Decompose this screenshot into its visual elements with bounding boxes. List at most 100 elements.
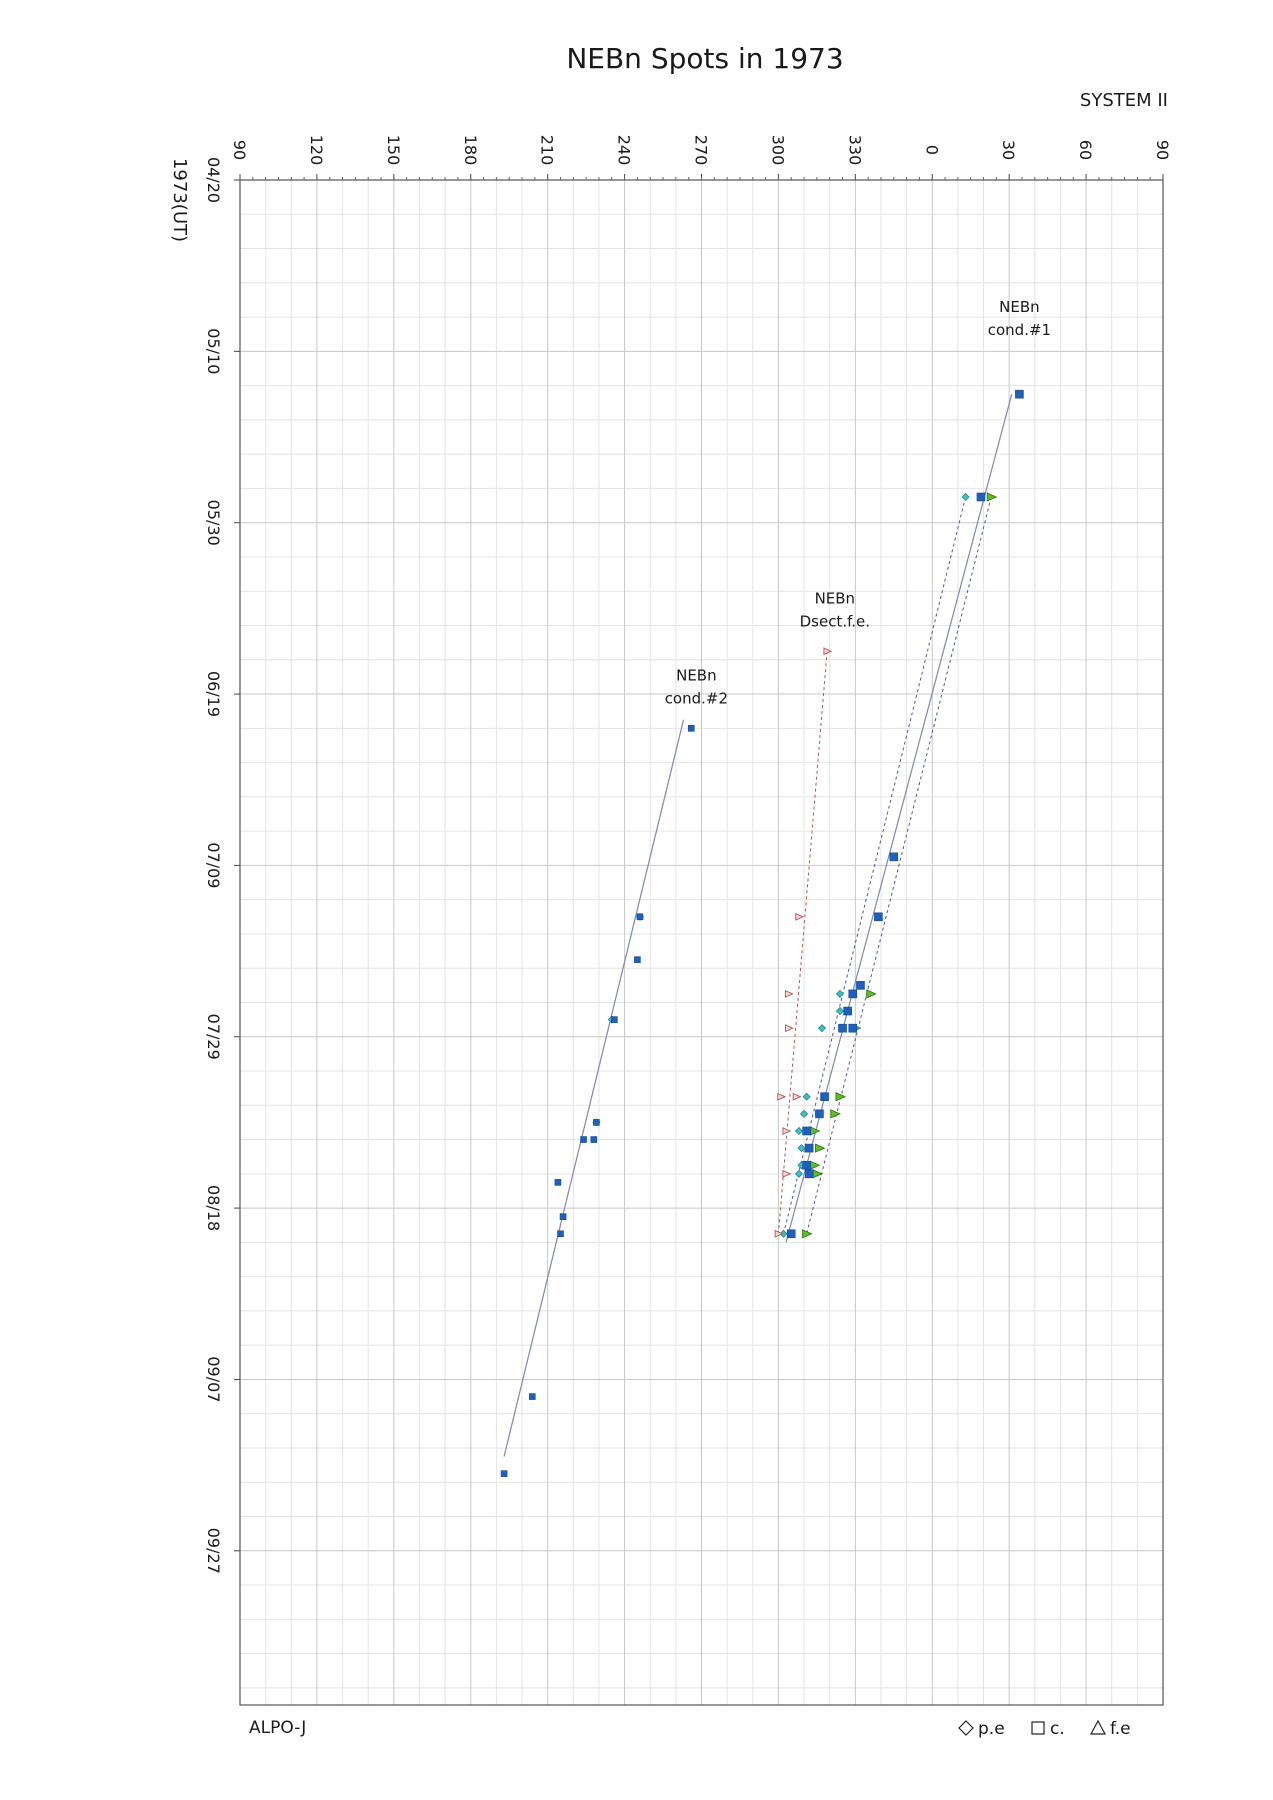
dsect-fe-point: [782, 1169, 792, 1178]
pe-point: [799, 1109, 809, 1118]
plot-area: [239, 179, 1164, 1706]
x-tick-label: 150: [384, 135, 403, 166]
pe-point: [817, 1024, 827, 1033]
center-point: [786, 1229, 796, 1239]
x-tick-label: 120: [307, 135, 326, 166]
x-tick-label: 210: [538, 135, 557, 166]
y-tick-label: 07/09: [204, 842, 223, 888]
data-points: [500, 389, 1024, 1477]
dsect-fe-point: [785, 990, 794, 998]
fe-point: [835, 1092, 847, 1102]
y-tick-label: 08/18: [204, 1185, 223, 1231]
center-point: [802, 1126, 811, 1136]
fe-point: [866, 989, 877, 999]
center-point: [976, 492, 986, 502]
center-point: [848, 989, 858, 999]
credit-label: ALPO-J: [249, 1718, 306, 1738]
dsect-fe-point: [795, 912, 805, 921]
center-point: [843, 1006, 852, 1016]
fe-point: [812, 1169, 823, 1179]
y-tick-label: 05/10: [204, 328, 223, 374]
center-point: [1015, 389, 1024, 399]
pe-point: [802, 1092, 811, 1101]
center-point: [889, 852, 899, 862]
annotation-label-2: NEBn: [676, 667, 717, 685]
system-label: SYSTEM II: [1080, 90, 1168, 111]
legend-marker-square: [1031, 1721, 1045, 1735]
fe-edge-line: [806, 496, 992, 1234]
x-tick-label: 90: [1153, 140, 1172, 160]
annotation-label-1: Dsect.f.e.: [800, 613, 870, 631]
center-point: [838, 1023, 847, 1033]
dsect-fe-point: [774, 1229, 784, 1238]
center-point: [848, 1023, 858, 1033]
x-tick-label: 270: [692, 135, 711, 166]
legend-marker-triangle: [1089, 1719, 1107, 1735]
x-tick-labels: 90 120 150 180 210 240 270 300 330 0 30 60 90: [230, 135, 1172, 166]
center-point: [687, 725, 695, 732]
x-tick-label: 240: [615, 135, 634, 166]
trend-line-2: [503, 719, 685, 1457]
center-point: [636, 913, 644, 921]
fe-point: [802, 1229, 813, 1239]
axis-ticks: [234, 174, 1164, 1552]
legend-label: f.e: [1110, 1719, 1131, 1739]
center-point: [593, 1119, 600, 1126]
center-point: [804, 1143, 814, 1153]
legend-marker-diamond: [958, 1720, 974, 1736]
y-tick-labels: 04/20 05/10 05/30 06/19 07/09 07/29 08/18 09/07…: [204, 157, 223, 1574]
fe-point: [830, 1109, 841, 1119]
x-tick-label: 30: [999, 140, 1018, 160]
center-point: [559, 1213, 567, 1220]
x-tick-label: 300: [768, 135, 787, 166]
fe-point: [814, 1143, 826, 1153]
dsect-fe-point: [823, 647, 833, 656]
x-tick-label: 180: [461, 135, 480, 166]
center-point: [590, 1136, 598, 1143]
x-tick-label: 330: [845, 135, 864, 166]
x-tick-label: 90: [230, 140, 249, 160]
dsect-fe-point: [782, 1127, 792, 1135]
y-axis-title: 1973(UT): [169, 158, 190, 242]
center-point: [874, 912, 883, 922]
center-point: [804, 1169, 814, 1179]
y-tick-label: 05/30: [204, 500, 223, 546]
legend-label: p.e: [978, 1719, 1005, 1739]
fe-point: [986, 492, 998, 502]
y-tick-label: 07/29: [204, 1014, 223, 1060]
center-point: [557, 1230, 564, 1238]
center-point: [802, 1160, 811, 1170]
y-tick-label: 04/20: [204, 157, 223, 203]
legend-label: c.: [1050, 1719, 1065, 1739]
major-grid: [240, 179, 1163, 1705]
y-tick-label: 06/19: [204, 671, 223, 717]
legend: p.e c. f.e: [958, 1719, 1131, 1739]
annotation-label-0: cond.#1: [988, 321, 1051, 339]
center-point: [820, 1092, 829, 1102]
trend-lines: [503, 394, 1013, 1457]
annotation-label-2: cond.#2: [665, 690, 728, 708]
dsect-fe-point: [792, 1092, 802, 1101]
pe-point: [779, 1229, 788, 1238]
center-point: [815, 1109, 824, 1119]
y-tick-label: 09/27: [204, 1528, 223, 1574]
annotation-label-0: NEBn: [999, 298, 1040, 316]
pe-point: [835, 989, 845, 998]
fe-point: [809, 1160, 821, 1170]
x-tick-label: 0: [922, 145, 941, 155]
pe-point: [797, 1144, 806, 1153]
dsect-fe-point: [785, 1024, 794, 1033]
y-tick-label: 09/07: [204, 1356, 223, 1402]
center-point: [528, 1393, 536, 1400]
dsect-fe-point: [777, 1092, 787, 1101]
center-point: [611, 1016, 618, 1023]
pe-edge-line: [783, 496, 967, 1234]
x-tick-label: 60: [1076, 140, 1095, 160]
center-point: [856, 981, 865, 990]
center-point: [634, 956, 641, 963]
center-point: [580, 1136, 587, 1143]
center-point: [500, 1470, 508, 1477]
pe-point: [794, 1126, 803, 1136]
pe-point: [794, 1169, 803, 1178]
